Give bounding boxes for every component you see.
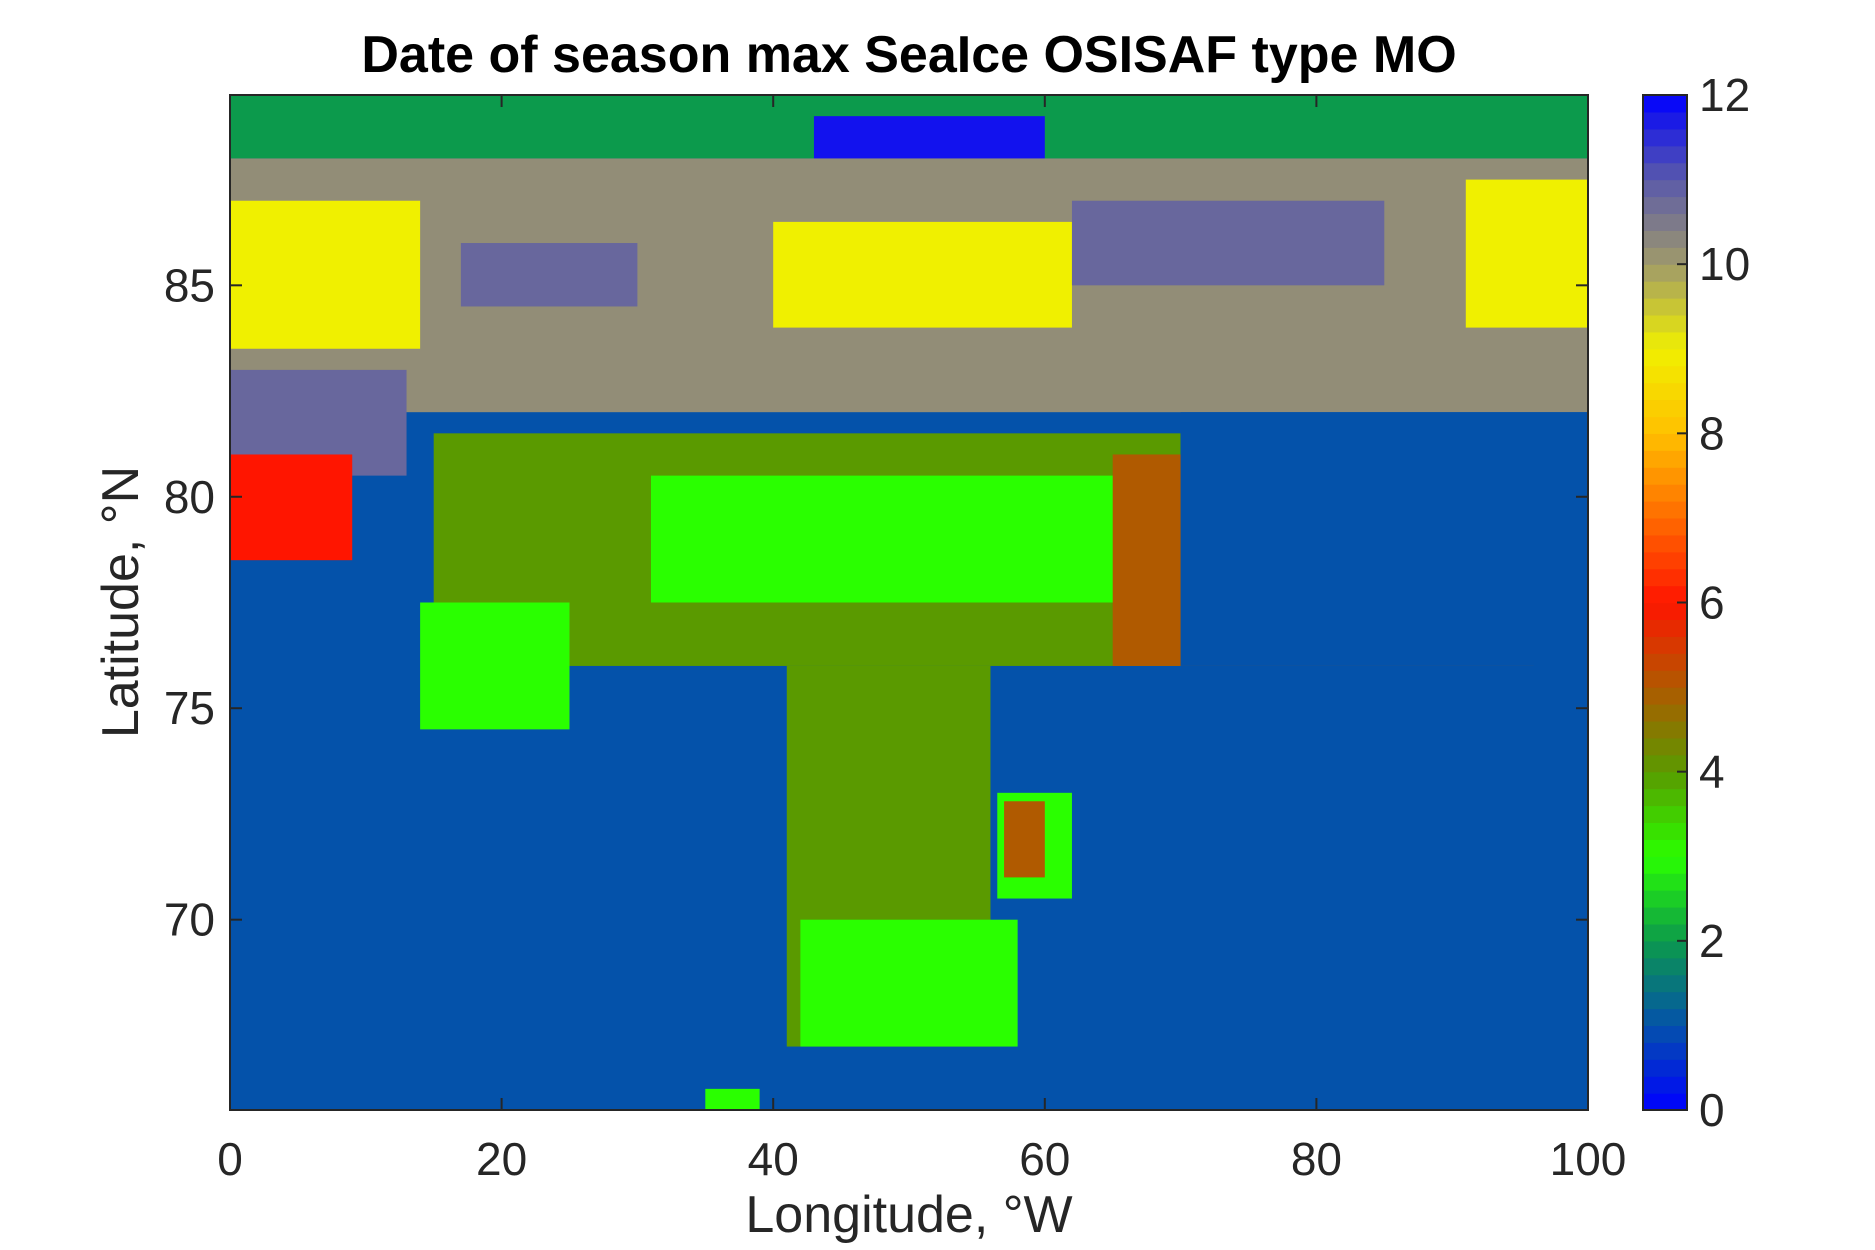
colorbar-tick-label: 8: [1699, 407, 1725, 459]
colorbar-segment: [1643, 585, 1687, 604]
y-tick-label: 85: [164, 259, 215, 311]
region-upper-yellow-left: [230, 200, 421, 349]
colorbar-tick-label: 2: [1699, 915, 1725, 967]
colorbar-segment: [1643, 923, 1687, 942]
colorbar-segment: [1643, 314, 1687, 333]
colorbar-segment: [1643, 111, 1687, 130]
colorbar-tick-label: 6: [1699, 577, 1725, 629]
colorbar-segment: [1643, 568, 1687, 587]
x-tick-label: 60: [1019, 1133, 1070, 1185]
region-green-fringe: [650, 475, 1154, 603]
colorbar-segment: [1643, 399, 1687, 418]
x-tick-label: 40: [748, 1133, 799, 1185]
colorbar-segment: [1643, 230, 1687, 248]
colorbar-segment: [1643, 331, 1687, 350]
x-tick-label: 20: [476, 1133, 527, 1185]
colorbar-segment: [1643, 839, 1687, 857]
colorbar-segment: [1643, 433, 1687, 451]
colorbar-segment: [1643, 940, 1687, 959]
colorbar-segment: [1643, 416, 1687, 434]
colorbar-segment: [1643, 805, 1687, 824]
colorbar-segment: [1643, 737, 1687, 756]
colorbar-segment: [1643, 670, 1687, 688]
colorbar-segment: [1643, 636, 1687, 654]
y-tick-label: 80: [164, 471, 215, 523]
colorbar-segment: [1643, 196, 1687, 215]
colorbar-segment: [1643, 991, 1687, 1010]
colorbar-segment: [1643, 720, 1687, 739]
region-green-base: [800, 919, 1018, 1047]
colorbar-segment: [1643, 653, 1687, 671]
colorbar-segment: [1643, 890, 1687, 908]
y-tick-label: 75: [164, 682, 215, 734]
colorbar-tick-label: 10: [1699, 238, 1750, 290]
colorbar-segment: [1643, 348, 1687, 367]
colorbar-segment: [1643, 95, 1687, 113]
region-upper-slate-mid: [460, 243, 638, 307]
colorbar-segment: [1643, 551, 1687, 570]
colorbar-segment: [1643, 873, 1687, 891]
colorbar-segment: [1643, 754, 1687, 773]
colorbar-segment: [1643, 501, 1687, 519]
region-blue-east-sea: [1180, 412, 1588, 666]
colorbar-segment: [1643, 382, 1687, 401]
colorbar-segment: [1643, 1008, 1687, 1027]
x-axis: 0 20 40 60 80 100: [217, 95, 1626, 1185]
colorbar-tick-label: 0: [1699, 1084, 1725, 1136]
region-upper-yellow-mid: [773, 221, 1072, 328]
colorbar-segment: [1643, 281, 1687, 299]
colorbar-segment: [1643, 298, 1687, 316]
colorbar-segment: [1643, 822, 1687, 840]
colorbar-segment: [1643, 264, 1687, 282]
colorbar-segment: [1643, 771, 1687, 790]
region-upper-yellow-right: [1465, 179, 1588, 328]
colorbar-segment: [1643, 856, 1687, 874]
y-axis: 70 75 80 85: [164, 259, 1588, 946]
y-axis-label: Latitude, °N: [92, 466, 150, 738]
colorbar-segment: [1643, 128, 1687, 147]
colorbar-segment: [1643, 788, 1687, 807]
colorbar-segment: [1643, 687, 1687, 705]
region-brown-blob: [1004, 801, 1045, 878]
colorbar-segment: [1643, 213, 1687, 231]
colorbar-segment: [1643, 619, 1687, 637]
colorbar-segment: [1643, 145, 1687, 164]
x-tick-label: 100: [1550, 1133, 1627, 1185]
colorbar-tick-label: 12: [1699, 69, 1750, 121]
colorbar-segment: [1643, 1025, 1687, 1043]
colorbar-segment: [1643, 957, 1687, 976]
colorbar-segment: [1643, 534, 1687, 553]
x-tick-label: 80: [1291, 1133, 1342, 1185]
colorbar-segment: [1643, 1093, 1687, 1111]
plot-frame: [229, 94, 1589, 1111]
region-upper-slate-right: [1071, 200, 1385, 286]
x-tick-label: 0: [217, 1133, 243, 1185]
colorbar-segment: [1643, 365, 1687, 384]
colorbar-tick-label: 4: [1699, 746, 1725, 798]
region-red-edge-left: [230, 454, 353, 561]
colorbar-segment: [1643, 602, 1687, 621]
colorbar-segment: [1643, 974, 1687, 993]
chart-title: Date of season max SeaIce OSISAF type MO: [361, 26, 1456, 84]
y-tick-label: 70: [164, 894, 215, 946]
colorbar-segment: [1643, 450, 1687, 468]
plot-area: [230, 95, 1588, 1110]
region-green-small: [705, 1088, 760, 1110]
colorbar-segment: [1643, 467, 1687, 485]
colorbar-segment: [1643, 179, 1687, 198]
colorbar-segment: [1643, 517, 1687, 536]
colorbar-segment: [1643, 247, 1687, 265]
region-green-svalbard: [420, 602, 570, 730]
heatmap-regions: [230, 95, 1588, 1110]
colorbar-segment: [1643, 484, 1687, 502]
colorbar-segment: [1643, 907, 1687, 925]
x-axis-label: Longitude, °W: [745, 1186, 1072, 1244]
colorbar-segment: [1643, 1042, 1687, 1060]
colorbar-segment: [1643, 162, 1687, 181]
colorbar-segment: [1643, 1076, 1687, 1094]
colorbar: 0 2 4 6 8 10 12: [1642, 69, 1750, 1136]
colorbar-segment: [1643, 1059, 1687, 1077]
colorbar-segment: [1643, 704, 1687, 722]
